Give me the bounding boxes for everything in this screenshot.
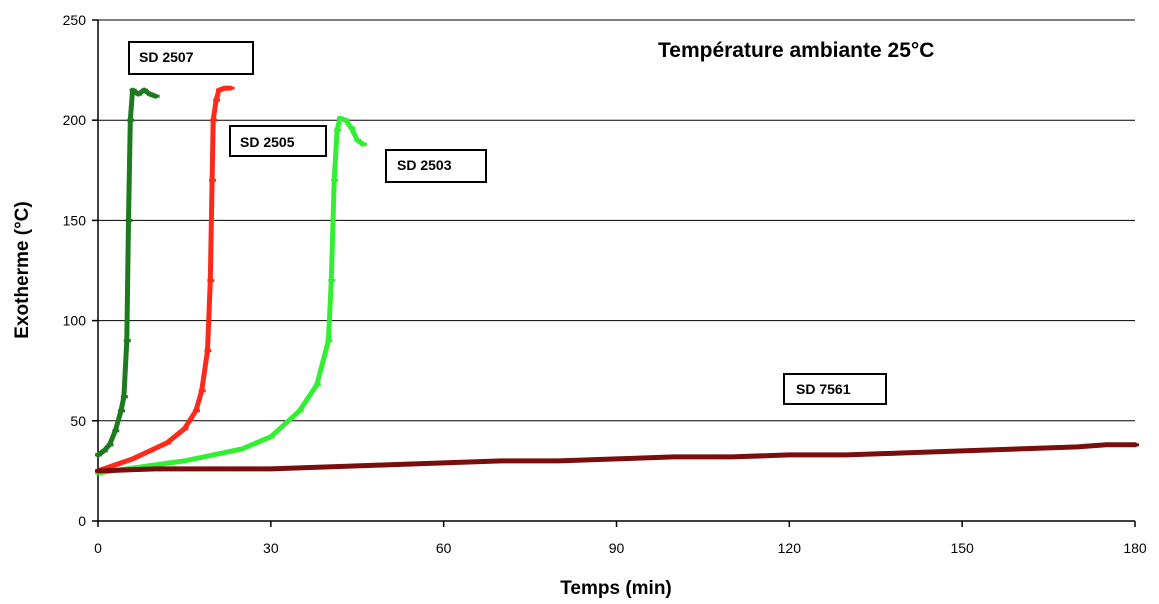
y-tick-label: 0 <box>78 513 86 529</box>
series-label-text: SD 2503 <box>397 157 452 173</box>
x-tick-label: 0 <box>94 540 102 556</box>
series-line-sd-2505 <box>95 85 233 474</box>
y-axis-title: Exotherme (°C) <box>12 201 33 338</box>
series-label-box <box>128 41 254 75</box>
y-tick-label: 200 <box>63 112 87 128</box>
series-label-box <box>385 149 487 183</box>
y-ticks: 0 50 100 150 200 250 <box>63 12 98 529</box>
series-label-text: SD 2507 <box>139 49 194 65</box>
x-ticks: 0 30 60 90 120 150 180 <box>94 521 1147 556</box>
series-label-box <box>783 373 887 405</box>
series-lines <box>95 85 1139 476</box>
x-tick-label: 30 <box>263 540 279 556</box>
x-tick-label: 180 <box>1123 540 1147 556</box>
x-tick-label: 150 <box>950 540 974 556</box>
series-label-box <box>229 125 327 157</box>
series-label-sd-2505: SD 2505 <box>229 125 327 157</box>
series-label-sd-2503: SD 2503 <box>385 149 487 183</box>
series-label-sd-7561: SD 7561 <box>783 373 887 405</box>
series-label-sd-2507: SD 2507 <box>128 41 254 75</box>
x-axis-title: Temps (min) <box>560 578 672 599</box>
series-line-sd-2507 <box>95 87 159 458</box>
grid-lines <box>98 19 1135 422</box>
series-label-text: SD 2505 <box>240 134 295 150</box>
x-tick-label: 90 <box>609 540 625 556</box>
x-tick-label: 60 <box>436 540 452 556</box>
y-tick-label: 250 <box>63 12 87 28</box>
series-line-sd-7561 <box>95 442 1138 474</box>
series-line-sd-2503 <box>95 115 366 476</box>
y-tick-label: 50 <box>70 413 86 429</box>
chart-title: Température ambiante 25°C <box>658 39 934 62</box>
x-tick-label: 120 <box>778 540 802 556</box>
y-tick-label: 100 <box>63 313 87 329</box>
series-label-text: SD 7561 <box>796 381 851 397</box>
y-tick-label: 150 <box>63 212 87 228</box>
